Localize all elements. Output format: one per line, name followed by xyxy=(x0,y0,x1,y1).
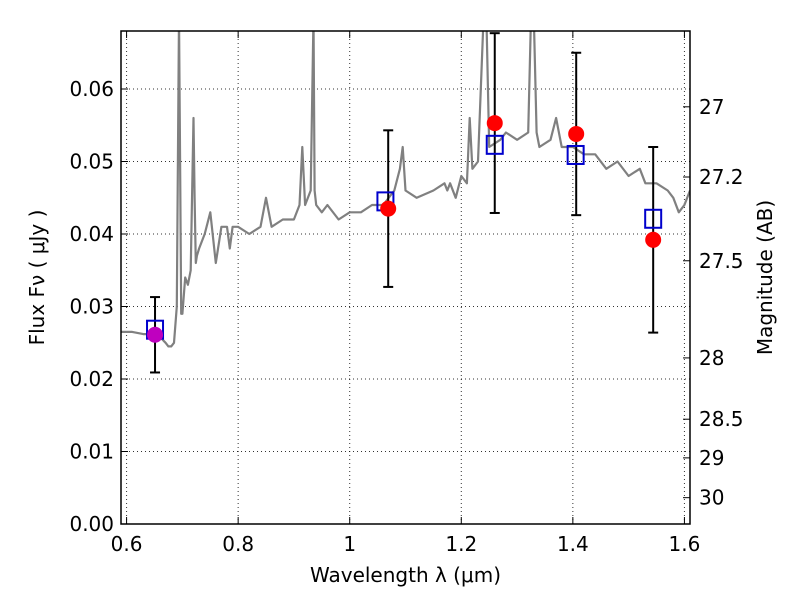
ticks-layer: 0.6 0.8 1 1.2 1.4 1.6 0.00 0.01 0.02 0.03 0.04 0.05… xyxy=(69,31,744,556)
right-axis-label: Magnitude (AB) xyxy=(753,200,777,355)
observed-point xyxy=(380,200,397,217)
grid-layer xyxy=(121,31,690,525)
y-axis-label: Flux Fν ( μJy ) xyxy=(25,210,49,346)
right-tick-label: 28 xyxy=(699,346,724,370)
spectrum-layer xyxy=(121,31,690,348)
right-tick-label: 29 xyxy=(699,446,724,470)
observed-point xyxy=(147,326,164,343)
y-tick-label: 0.05 xyxy=(69,150,114,174)
errorbar-layer xyxy=(150,32,659,374)
x-tick-label: 1.2 xyxy=(445,532,477,556)
right-tick-label: 27.2 xyxy=(699,165,744,189)
right-tick-label: 28.5 xyxy=(699,407,744,431)
y-tick-label: 0.03 xyxy=(69,295,114,319)
x-tick-label: 1.4 xyxy=(557,532,589,556)
y-tick-label: 0.06 xyxy=(69,77,114,101)
y-tick-label: 0.02 xyxy=(69,367,114,391)
model-photometry-square xyxy=(566,144,585,165)
y-tick-label: 0.01 xyxy=(69,440,114,464)
observed-point xyxy=(486,115,503,132)
x-axis-label: Wavelength λ (μm) xyxy=(310,563,501,587)
observed-point xyxy=(645,231,662,248)
x-tick-label: 1.6 xyxy=(669,532,701,556)
x-tick-label: 0.6 xyxy=(111,532,143,556)
plot-frame xyxy=(120,30,691,525)
model-photometry-square xyxy=(644,208,663,229)
right-tick-label: 27.5 xyxy=(699,249,744,273)
x-tick-label: 0.8 xyxy=(222,532,254,556)
points-layer xyxy=(146,115,663,343)
right-tick-label: 30 xyxy=(699,486,724,510)
y-tick-label: 0.00 xyxy=(69,512,114,536)
x-tick-label: 1 xyxy=(343,532,356,556)
model-spectrum-line xyxy=(121,31,690,348)
right-tick-label: 27 xyxy=(699,95,724,119)
observed-point xyxy=(568,125,585,142)
model-photometry-square xyxy=(485,134,504,155)
y-tick-label: 0.04 xyxy=(69,222,114,246)
